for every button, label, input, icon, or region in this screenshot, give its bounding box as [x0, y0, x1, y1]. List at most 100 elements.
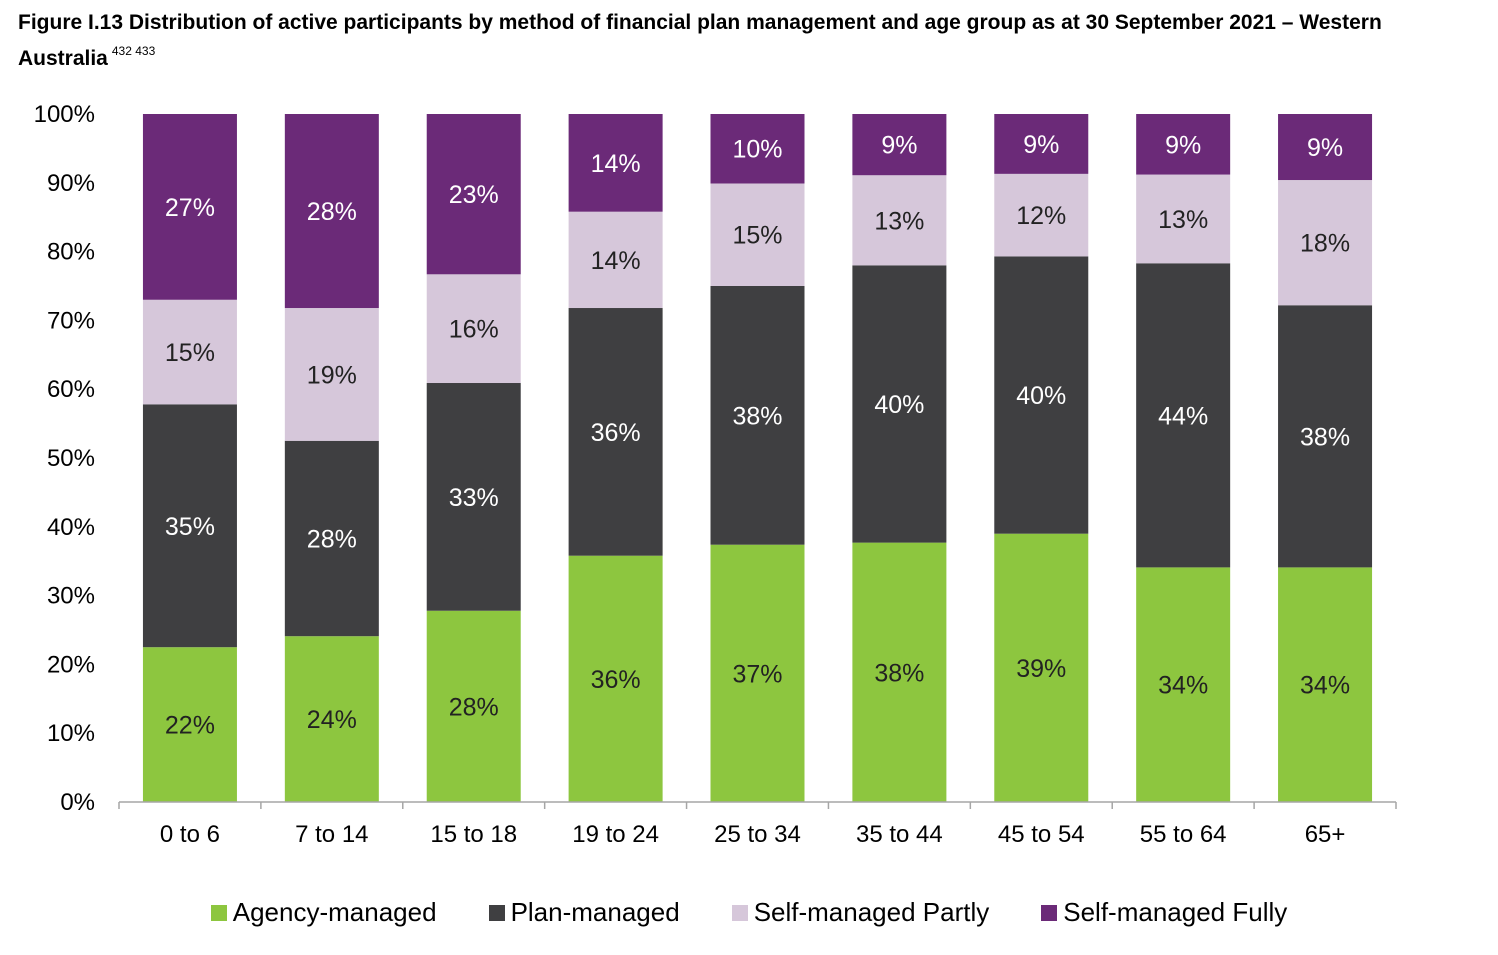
legend-label: Self-managed Partly	[753, 897, 990, 927]
x-tick-label: 65+	[1305, 821, 1346, 848]
data-label: 28%	[307, 198, 357, 226]
bar-segment	[142, 404, 237, 648]
chart-title-text: Figure I.13 Distribution of active parti…	[18, 11, 1382, 70]
data-label: 23%	[449, 181, 499, 209]
bar-segment	[1136, 174, 1231, 264]
data-label: 37%	[732, 660, 782, 688]
bar-segment	[710, 183, 805, 286]
bar-segment	[710, 114, 805, 184]
bar-segment	[710, 544, 805, 802]
y-tick-label: 90%	[47, 170, 95, 197]
bar-segment	[852, 265, 947, 543]
data-label: 22%	[165, 712, 215, 740]
bar-segment	[426, 114, 521, 275]
footnote-refs: 432 433	[111, 44, 156, 58]
bar-segment	[568, 114, 663, 212]
y-tick-label: 70%	[47, 307, 95, 334]
x-tick-label: 7 to 14	[295, 821, 368, 848]
bar-segment	[568, 211, 663, 309]
legend-item: Plan-managed	[488, 897, 680, 928]
data-label: 18%	[1300, 230, 1350, 258]
data-label: 16%	[449, 316, 499, 344]
data-label: 14%	[591, 247, 641, 275]
data-label: 14%	[591, 150, 641, 178]
bar-segment	[1136, 263, 1231, 568]
data-label: 24%	[307, 706, 357, 734]
bar-segment	[284, 636, 379, 802]
data-label: 34%	[1158, 672, 1208, 700]
x-tick-label: 19 to 24	[572, 821, 659, 848]
bar-segment	[994, 256, 1089, 534]
data-label: 9%	[1023, 131, 1059, 159]
data-label: 13%	[1158, 206, 1208, 234]
data-label: 38%	[874, 659, 924, 687]
y-tick-label: 10%	[47, 720, 95, 747]
data-label: 36%	[591, 419, 641, 447]
bar-segment	[142, 114, 237, 300]
bar-segment	[426, 610, 521, 802]
bar-segment	[1136, 567, 1231, 802]
bar-segment	[994, 173, 1089, 257]
bar-segment	[852, 542, 947, 802]
y-tick-label: 80%	[47, 239, 95, 266]
data-label: 15%	[732, 222, 782, 250]
data-label: 13%	[874, 207, 924, 235]
data-label: 40%	[1016, 382, 1066, 410]
legend-swatch	[1041, 904, 1058, 921]
x-tick-label: 35 to 44	[856, 821, 943, 848]
legend-label: Self-managed Fully	[1063, 897, 1288, 927]
data-label: 9%	[1307, 134, 1343, 162]
data-label: 39%	[1016, 655, 1066, 683]
data-label: 36%	[591, 666, 641, 694]
y-tick-label: 20%	[47, 651, 95, 678]
bar-segment	[1278, 567, 1373, 802]
bar-segment	[852, 175, 947, 266]
legend-label: Agency-managed	[232, 897, 437, 927]
bar-segment	[994, 114, 1089, 174]
legend-item: Self-managed Partly	[731, 897, 990, 928]
legend-item: Self-managed Fully	[1041, 897, 1287, 928]
chart-title: Figure I.13 Distribution of active parti…	[18, 8, 1488, 73]
bar-segment	[284, 440, 379, 637]
data-label: 44%	[1158, 402, 1208, 430]
legend-swatch	[488, 904, 505, 921]
chart-legend: Agency-managed Plan-managed Self-managed P…	[0, 897, 1498, 928]
x-tick-label: 55 to 64	[1140, 821, 1227, 848]
data-label: 10%	[732, 136, 782, 164]
bar-segment	[1278, 305, 1373, 568]
bar-segment	[568, 308, 663, 556]
data-label: 35%	[165, 513, 215, 541]
legend-item: Agency-managed	[210, 897, 437, 928]
bar-segment	[1136, 114, 1231, 175]
data-label: 19%	[307, 361, 357, 389]
bar-segment	[710, 286, 805, 545]
y-tick-label: 60%	[47, 376, 95, 403]
bar-segment	[994, 533, 1089, 802]
bar-segment	[284, 308, 379, 441]
data-label: 28%	[449, 693, 499, 721]
x-tick-label: 45 to 54	[998, 821, 1085, 848]
bar-segment	[142, 647, 237, 802]
data-label: 38%	[1300, 423, 1350, 451]
bar-segment	[284, 114, 379, 309]
bar-segment	[1278, 114, 1373, 181]
x-tick-label: 0 to 6	[160, 821, 220, 848]
data-label: 12%	[1016, 202, 1066, 230]
y-tick-label: 50%	[47, 445, 95, 472]
bar-segment	[1278, 180, 1373, 306]
bar-segment	[852, 114, 947, 176]
legend-swatch	[731, 904, 748, 921]
bar-segment	[568, 555, 663, 802]
data-label: 40%	[874, 391, 924, 419]
data-label: 9%	[1165, 131, 1201, 159]
bar-segment	[142, 299, 237, 405]
y-tick-label: 40%	[47, 514, 95, 541]
data-label: 34%	[1300, 672, 1350, 700]
data-label: 33%	[449, 484, 499, 512]
data-label: 28%	[307, 525, 357, 553]
data-label: 38%	[732, 402, 782, 430]
y-tick-label: 0%	[60, 789, 95, 816]
x-tick-label: 15 to 18	[430, 821, 517, 848]
legend-swatch	[210, 904, 227, 921]
